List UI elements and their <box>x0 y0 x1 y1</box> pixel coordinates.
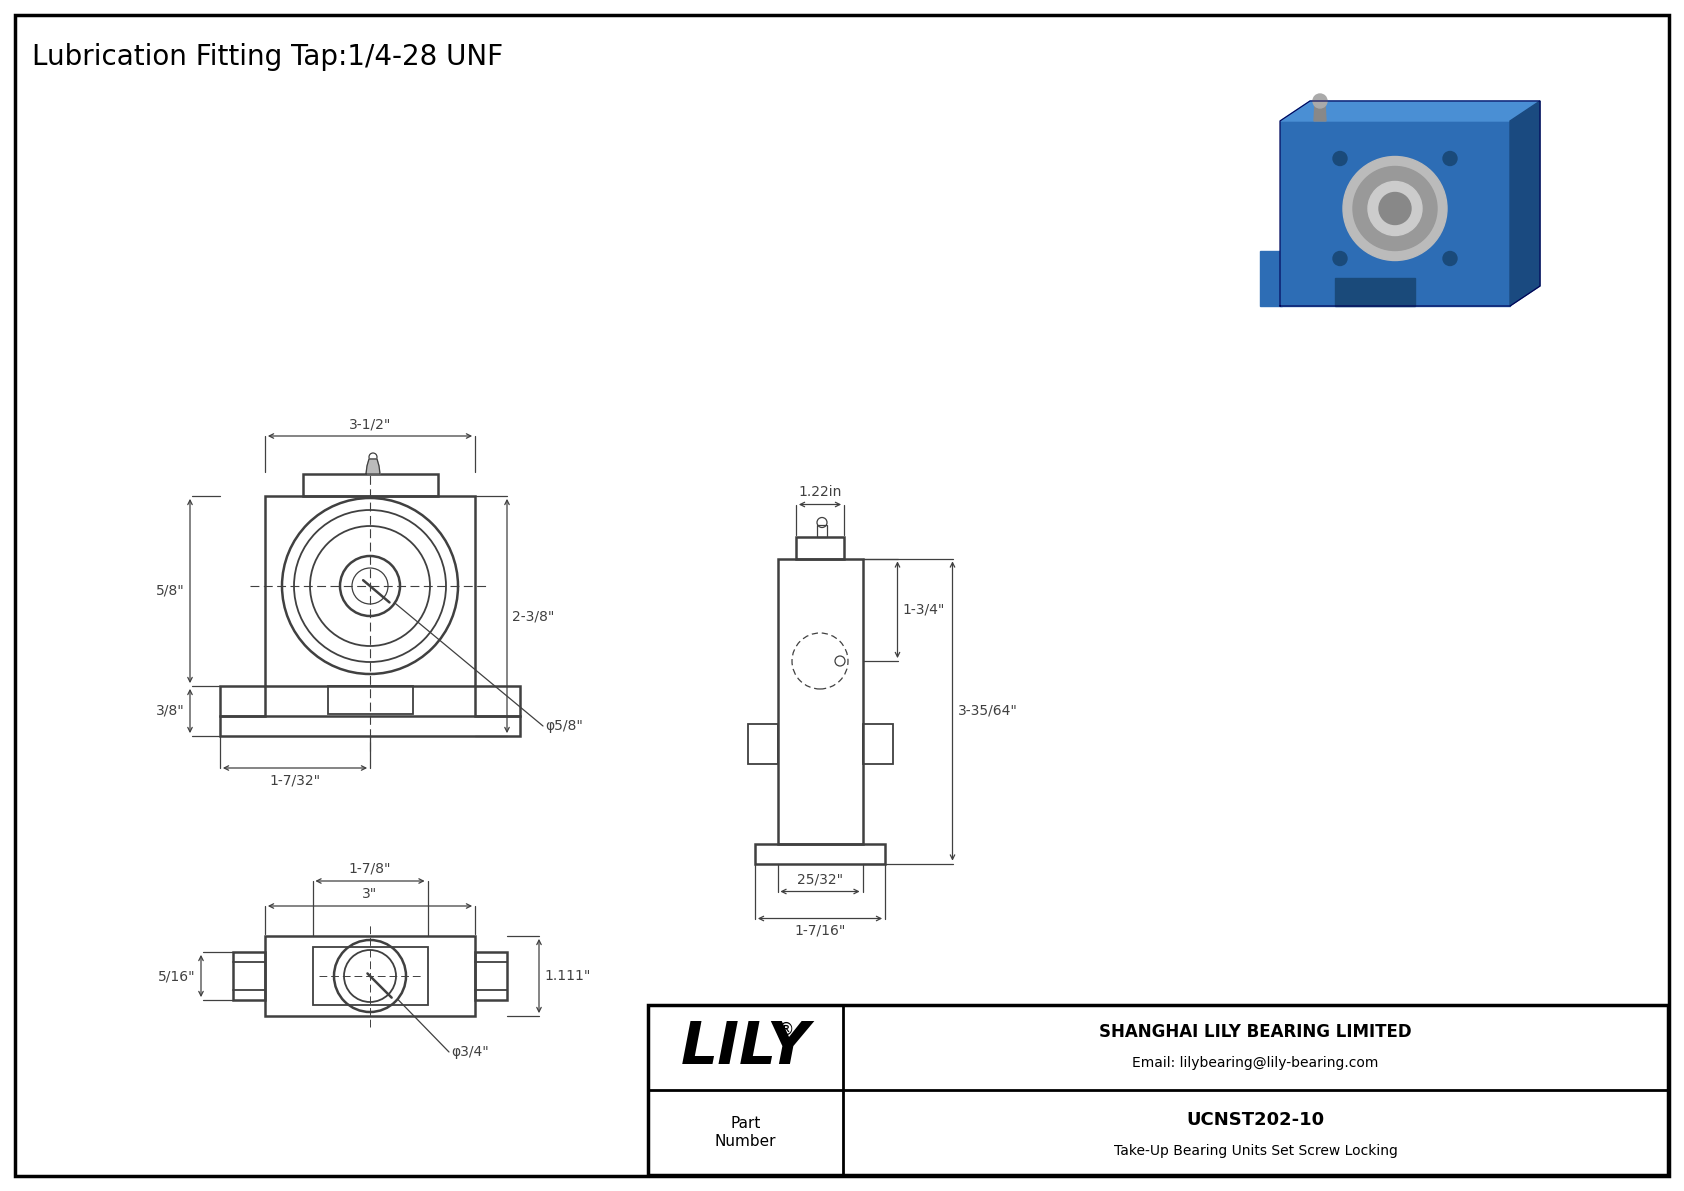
Circle shape <box>1344 156 1447 261</box>
Polygon shape <box>365 459 381 474</box>
Bar <box>748 723 778 763</box>
Text: 1-7/8": 1-7/8" <box>349 862 391 877</box>
Circle shape <box>1334 151 1347 166</box>
Text: 3": 3" <box>362 887 377 902</box>
Text: 1.22in: 1.22in <box>798 486 842 499</box>
Circle shape <box>1334 251 1347 266</box>
Bar <box>221 686 264 716</box>
Polygon shape <box>1511 101 1539 306</box>
Text: ®: ® <box>778 1021 793 1039</box>
Bar <box>303 474 438 495</box>
Bar <box>232 952 264 1000</box>
Circle shape <box>1352 167 1436 250</box>
Polygon shape <box>1280 101 1539 121</box>
Polygon shape <box>1280 121 1511 306</box>
Bar <box>475 686 520 716</box>
Text: 3-35/64": 3-35/64" <box>958 704 1017 718</box>
Text: Lubrication Fitting Tap:1/4-28 UNF: Lubrication Fitting Tap:1/4-28 UNF <box>32 43 504 71</box>
Bar <box>313 947 428 1005</box>
Bar <box>797 536 844 559</box>
Bar <box>221 716 520 736</box>
Bar <box>264 936 475 1016</box>
Text: 2-3/8": 2-3/8" <box>512 609 554 623</box>
Text: UCNST202-10: UCNST202-10 <box>1187 1111 1325 1129</box>
Text: 3/8": 3/8" <box>157 704 185 718</box>
Text: 25/32": 25/32" <box>797 873 844 886</box>
Circle shape <box>1443 251 1457 266</box>
Bar <box>862 723 893 763</box>
Polygon shape <box>1335 278 1415 306</box>
Text: 5/16": 5/16" <box>158 969 195 983</box>
Circle shape <box>1367 181 1421 236</box>
Circle shape <box>1379 193 1411 224</box>
Bar <box>754 843 886 863</box>
Text: 5/8": 5/8" <box>157 584 185 598</box>
Text: 3-1/2": 3-1/2" <box>349 417 391 431</box>
Text: Take-Up Bearing Units Set Screw Locking: Take-Up Bearing Units Set Screw Locking <box>1113 1145 1398 1158</box>
Text: φ5/8": φ5/8" <box>546 719 583 732</box>
Text: Part
Number: Part Number <box>714 1116 776 1148</box>
Bar <box>778 559 862 843</box>
Bar <box>327 686 413 713</box>
Text: SHANGHAI LILY BEARING LIMITED: SHANGHAI LILY BEARING LIMITED <box>1100 1023 1411 1041</box>
Text: 1-7/16": 1-7/16" <box>795 923 845 937</box>
Text: LILY: LILY <box>680 1019 810 1075</box>
Polygon shape <box>1314 102 1325 121</box>
Text: Email: lilybearing@lily-bearing.com: Email: lilybearing@lily-bearing.com <box>1132 1055 1379 1070</box>
Bar <box>648 1005 1667 1176</box>
Bar <box>817 524 827 536</box>
Text: 1-3/4": 1-3/4" <box>903 603 945 617</box>
Text: 1-7/32": 1-7/32" <box>269 773 320 787</box>
Polygon shape <box>1260 251 1282 306</box>
Bar <box>475 952 507 1000</box>
Bar <box>264 495 475 686</box>
Text: φ3/4": φ3/4" <box>451 1045 488 1059</box>
Circle shape <box>1314 94 1327 108</box>
Circle shape <box>1443 151 1457 166</box>
Text: 1.111": 1.111" <box>544 969 591 983</box>
